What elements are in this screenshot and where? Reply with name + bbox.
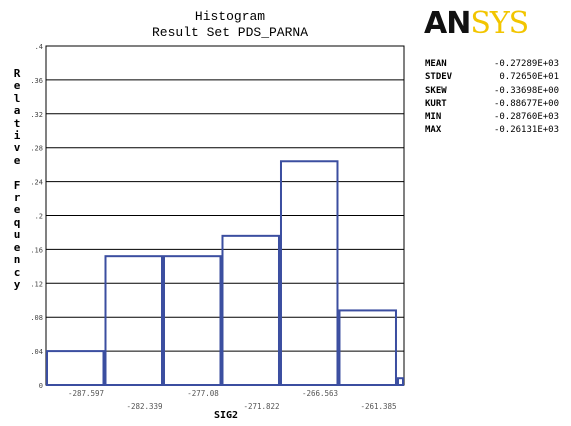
x-axis-label: SIG2 bbox=[213, 410, 239, 421]
y-tick-label: .32 bbox=[30, 111, 43, 119]
y-axis-label-char: a bbox=[13, 104, 21, 118]
stat-label: STDEV bbox=[425, 72, 453, 83]
y-axis-label-char: y bbox=[13, 277, 21, 291]
stat-label: KURT bbox=[425, 98, 447, 109]
stat-value: 0.72650E+01 bbox=[499, 72, 559, 83]
y-tick-label: .08 bbox=[30, 314, 43, 322]
y-axis-label-char: l bbox=[13, 91, 21, 105]
histogram-bar bbox=[396, 377, 404, 387]
y-axis-label-char: r bbox=[13, 191, 21, 205]
stat-label: MAX bbox=[425, 125, 442, 136]
histogram-bar bbox=[104, 255, 163, 386]
y-axis-label-char: q bbox=[13, 215, 21, 229]
x-tick-label: -277.08 bbox=[187, 389, 219, 398]
stat-value: -0.33698E+00 bbox=[493, 85, 559, 96]
y-tick-label: .2 bbox=[35, 213, 43, 221]
histogram-bar bbox=[162, 255, 222, 386]
stat-row-max: MAX -0.26131E+03 bbox=[425, 124, 559, 137]
y-tick-label: .04 bbox=[30, 348, 43, 356]
stat-label: SKEW bbox=[425, 85, 447, 96]
stat-row-stdev: STDEV 0.72650E+01 bbox=[425, 71, 559, 84]
stat-value: -0.26131E+03 bbox=[493, 125, 559, 136]
stat-value: -0.27289E+03 bbox=[493, 59, 559, 69]
y-axis-label-char: F bbox=[13, 178, 21, 192]
ansys-logo: ANSYS bbox=[424, 5, 529, 43]
y-axis-label-char: e bbox=[13, 240, 21, 254]
histogram-bar bbox=[279, 160, 339, 386]
x-tick-label: -261.385 bbox=[360, 402, 396, 411]
y-axis-label-char: n bbox=[13, 253, 21, 267]
y-axis-label-char: i bbox=[13, 129, 21, 143]
histogram-bar bbox=[221, 234, 280, 386]
y-axis-label-char: t bbox=[13, 116, 21, 130]
stat-row-mean: MEAN -0.27289E+03 bbox=[425, 58, 559, 71]
logo-text-sys: SYS bbox=[470, 6, 529, 41]
y-tick-label: 0 bbox=[39, 382, 43, 390]
stat-row-skew: SKEW -0.33698E+00 bbox=[425, 85, 559, 98]
y-tick-label: .12 bbox=[30, 280, 43, 288]
x-tick-label: -271.822 bbox=[243, 402, 279, 411]
y-tick-label: .36 bbox=[30, 77, 43, 85]
y-axis-label-char: u bbox=[13, 228, 21, 242]
x-tick-label: -287.597 bbox=[68, 389, 104, 398]
stat-value: -0.28760E+03 bbox=[493, 112, 559, 123]
logo-text-an: AN bbox=[424, 6, 471, 41]
x-tick-label: -266.563 bbox=[302, 389, 338, 398]
y-tick-label: .4 bbox=[35, 43, 43, 51]
chart-title: Histogram bbox=[194, 9, 266, 24]
stat-row-min: MIN -0.28760E+03 bbox=[425, 111, 559, 124]
stat-label: MIN bbox=[425, 112, 442, 123]
stat-label: MEAN bbox=[425, 59, 447, 69]
chart-subtitle: Result Set PDS_PARNA bbox=[151, 25, 309, 40]
y-axis-label-char: R bbox=[13, 67, 21, 80]
histogram-bar bbox=[46, 350, 105, 387]
statistics-panel: MEAN -0.27289E+03 STDEV 0.72650E+01 SKEW… bbox=[425, 58, 559, 138]
y-axis-label-char: c bbox=[13, 265, 21, 279]
y-tick-label: .24 bbox=[30, 179, 43, 187]
histogram-bar bbox=[338, 309, 397, 387]
stat-value: -0.88677E+00 bbox=[493, 98, 559, 109]
y-axis-label-char: e bbox=[13, 203, 21, 217]
x-tick-label: -282.339 bbox=[126, 402, 162, 411]
y-axis-label-char: e bbox=[13, 153, 21, 167]
y-tick-label: .16 bbox=[30, 246, 43, 254]
y-axis-label-char: e bbox=[13, 79, 21, 93]
stat-row-kurt: KURT -0.88677E+00 bbox=[425, 98, 559, 111]
y-tick-label: .28 bbox=[30, 145, 43, 153]
y-axis-label-char: v bbox=[13, 141, 21, 155]
